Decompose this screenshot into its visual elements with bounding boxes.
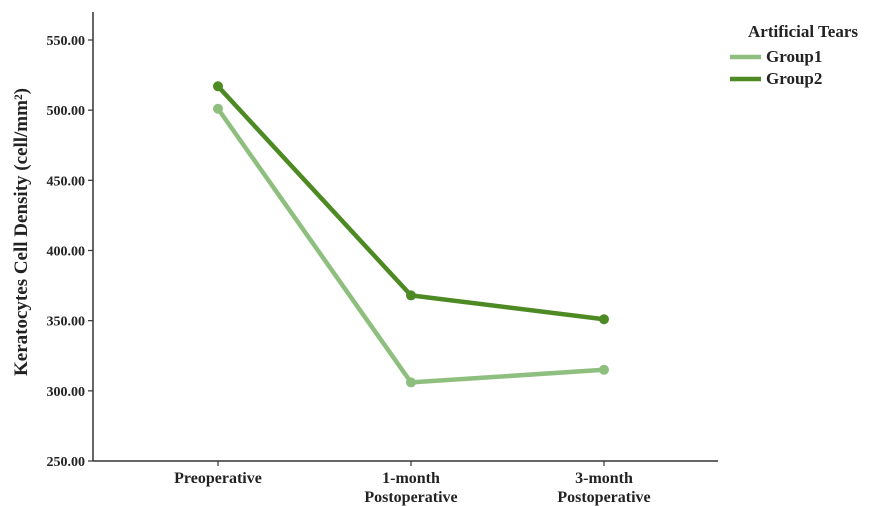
y-tick-label: 500.00 — [47, 104, 86, 119]
x-tick-label: Preoperative — [174, 470, 262, 487]
y-tick-label: 550.00 — [47, 34, 86, 49]
legend-entry: Group2 — [766, 69, 822, 88]
x-tick-label: 1-month Postoperative — [364, 470, 457, 506]
data-point — [599, 364, 609, 375]
legend-entry: Group1 — [766, 47, 822, 66]
data-point — [406, 290, 416, 301]
x-tick-label: 3-month Postoperative — [557, 470, 650, 506]
data-point — [213, 103, 223, 114]
data-point — [406, 377, 416, 388]
series-group2 — [213, 81, 609, 325]
y-tick-label: 350.00 — [47, 315, 86, 330]
series-group1 — [213, 103, 609, 388]
x-ticks: Preoperative 1-month Postoperative 3-month P… — [174, 461, 651, 506]
y-tick-label: 400.00 — [47, 245, 86, 260]
legend-title: Artificial Tears — [748, 22, 858, 41]
series-line — [215, 84, 607, 322]
y-tick-label: 250.00 — [47, 455, 86, 470]
y-tick-label: 300.00 — [47, 385, 86, 400]
y-tick-label: 450.00 — [47, 174, 86, 189]
data-point — [599, 314, 609, 325]
series-layer — [213, 81, 609, 388]
y-ticks: 250.00 300.00 350.00 400.00 450.00 500.00 550.… — [47, 34, 93, 470]
data-point — [213, 81, 223, 92]
axes — [92, 12, 718, 462]
legend: Artificial Tears Group1 Group2 — [730, 22, 858, 88]
y-axis-title: Keratocytes Cell Density (cell/mm²) — [11, 88, 32, 376]
